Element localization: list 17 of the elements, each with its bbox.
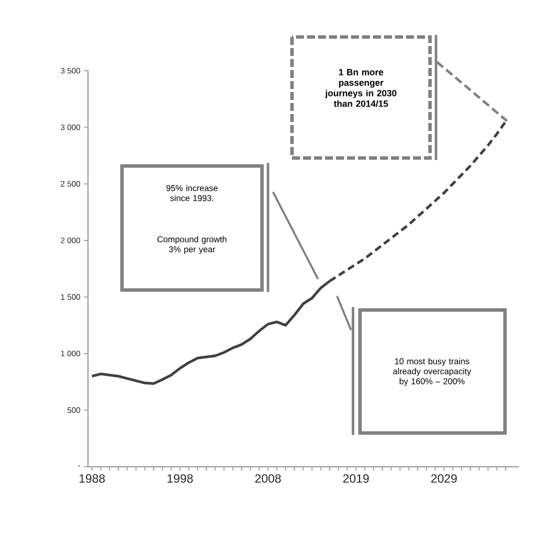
annotation: 10 most busy trains already overcapacity by 160% – 200% xyxy=(393,358,472,386)
y-tick-label: 2 000 xyxy=(60,238,80,244)
y-tick-label: 2 500 xyxy=(60,181,80,187)
y-tick-label: 3 500 xyxy=(60,68,80,74)
x-tick-label: 2029 xyxy=(431,474,457,483)
annotation: 95% increase since 1993. xyxy=(166,184,218,202)
x-tick-label: 1988 xyxy=(80,474,105,483)
y-tick-label: 1 000 xyxy=(61,350,80,356)
y-tick-label: 3 000 xyxy=(60,124,80,130)
annotation: Compound growth 3% per year xyxy=(157,236,226,254)
y-tick-label: - xyxy=(78,465,80,466)
x-tick-label: 1998 xyxy=(168,474,193,483)
x-tick-label: 2019 xyxy=(343,474,369,483)
y-tick-label: 500 xyxy=(67,407,80,413)
x-tick-label: 2008 xyxy=(255,474,281,483)
y-tick-label: 1 500 xyxy=(61,294,80,300)
annotation: 1 Bn more passenger journeys in 2030 than 2014/15 xyxy=(325,69,396,107)
